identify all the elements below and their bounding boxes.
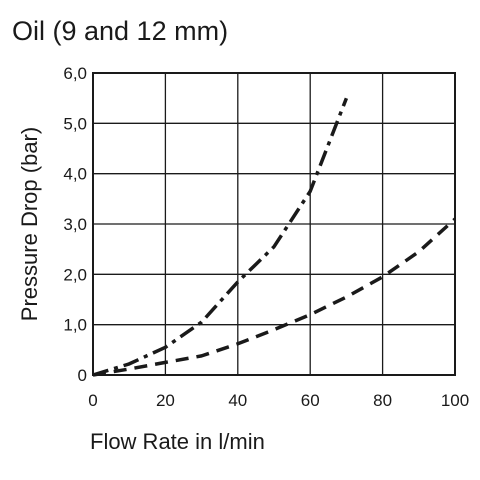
x-tick-label: 20 [156, 391, 175, 410]
y-tick-label: 5,0 [63, 114, 87, 133]
x-tick-label: 100 [441, 391, 469, 410]
y-tick-label: 3,0 [63, 215, 87, 234]
plot-frame [92, 72, 456, 376]
x-axis-title: Flow Rate in l/min [90, 429, 265, 454]
y-axis-title: Pressure Drop (bar) [17, 127, 42, 321]
y-tick-label: 2,0 [63, 265, 87, 284]
y-tick-label: 1,0 [63, 316, 87, 335]
x-tick-label: 0 [88, 391, 97, 410]
grid [92, 72, 456, 376]
x-tick-label: 60 [301, 391, 320, 410]
series-line-dashed [92, 217, 457, 377]
y-tick-label: 6,0 [63, 64, 87, 83]
x-axis-tick-labels: 0 20 40 60 80 100 [88, 391, 469, 410]
x-tick-label: 80 [373, 391, 392, 410]
chart-title: Oil (9 and 12 mm) [12, 16, 229, 46]
x-tick-label: 40 [228, 391, 247, 410]
series-line-dash-dot [92, 97, 349, 377]
y-tick-label: 4,0 [63, 165, 87, 184]
series-lines [92, 97, 457, 377]
y-axis-tick-labels: 0 1,0 2,0 3,0 4,0 5,0 6,0 [63, 64, 87, 385]
y-tick-label: 0 [78, 366, 87, 385]
